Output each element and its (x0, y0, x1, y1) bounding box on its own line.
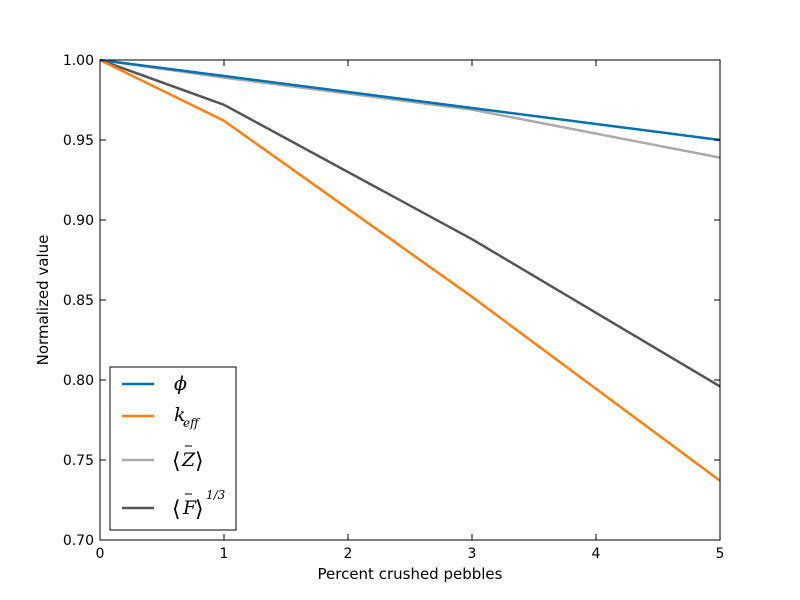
series-line-1 (99, 58, 721, 482)
legend-f-close: ⟩ (195, 497, 204, 522)
legend: ϕ k eff ⟨ Z ⟩ ⟨ F ⟩ 1/3 (109, 366, 237, 531)
x-axis-label: Percent crushed pebbles (318, 565, 503, 583)
y-tick-label: 0.90 (63, 213, 94, 229)
legend-label-keff: k eff (174, 404, 201, 430)
x-tick-label: 2 (344, 546, 353, 562)
x-tick-label: 4 (592, 546, 601, 562)
y-tick-label: 0.75 (63, 453, 94, 469)
plot-lines (99, 58, 721, 482)
y-axis-label: Normalized value (34, 235, 52, 366)
y-tick-label: 1.00 (63, 53, 94, 69)
legend-label-phi: ϕ (174, 373, 187, 395)
y-tick-label: 0.70 (63, 533, 94, 549)
legend-z-letter: Z (181, 449, 196, 471)
series-line-3 (99, 58, 721, 388)
x-tick-label: 1 (220, 546, 229, 562)
legend-keff-sub: eff (183, 416, 201, 430)
legend-f-exponent: 1/3 (206, 488, 226, 502)
y-tick-label: 0.80 (63, 373, 94, 389)
legend-box (109, 366, 237, 531)
x-tick-label: 0 (96, 546, 105, 562)
x-tick-label: 5 (716, 546, 725, 562)
legend-label-z: ⟨ Z ⟩ (172, 445, 204, 474)
series-line-0 (99, 58, 721, 142)
legend-z-open: ⟨ (172, 449, 181, 474)
legend-f-letter: F (182, 497, 197, 519)
legend-keff-k: k (174, 404, 186, 426)
legend-f-open: ⟨ (172, 497, 181, 522)
legend-z-close: ⟩ (195, 449, 204, 474)
y-tick-label: 0.95 (63, 133, 94, 149)
y-tick-label: 0.85 (63, 293, 94, 309)
x-tick-label: 3 (468, 546, 477, 562)
axis-ticks: 0 1 2 3 4 5 0.70 0.75 0.80 0.85 0.90 0.95 1.00 (63, 53, 725, 562)
legend-label-f: ⟨ F ⟩ 1/3 (172, 488, 226, 522)
